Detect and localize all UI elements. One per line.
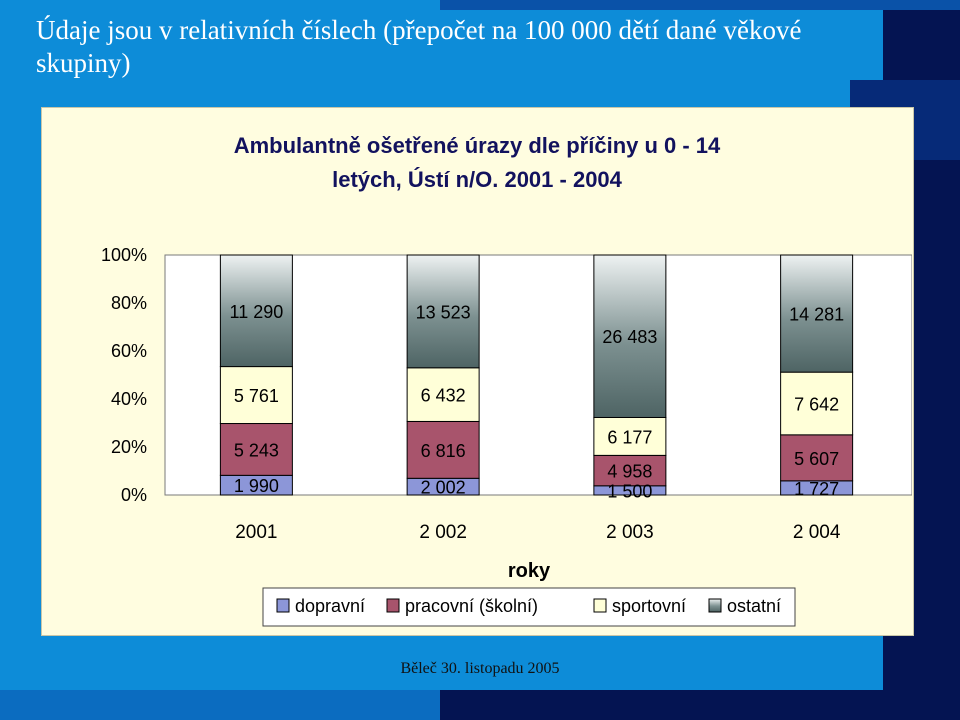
- legend-label-2: pracovní (školní): [405, 596, 538, 616]
- data-label: 6 177: [607, 427, 652, 447]
- bar-segment-2-3: [593, 454, 667, 487]
- y-tick-label: 40%: [111, 389, 147, 409]
- y-tick-label: 60%: [111, 341, 147, 361]
- data-label: 13 523: [416, 302, 471, 322]
- bar-segment-4-1: [219, 254, 293, 368]
- chart-title-line-1: Ambulantně ošetřené úrazy dle příčiny u …: [234, 133, 721, 158]
- bar-segment-4-4: [780, 254, 854, 373]
- chart-title-line-2: letých, Ústí n/O. 2001 - 2004: [332, 167, 623, 192]
- x-tick-label: 2 004: [793, 522, 841, 543]
- background-bottom-strip: [0, 690, 440, 720]
- data-label: 5 607: [794, 449, 839, 469]
- data-label: 5 243: [234, 440, 279, 460]
- data-label: 14 281: [789, 305, 844, 325]
- data-label: 5 761: [234, 386, 279, 406]
- bar-segment-4-2: [406, 254, 480, 369]
- bar-segment-2-1: [219, 423, 293, 476]
- bar-segment-3-4: [780, 371, 854, 436]
- x-tick-label: 2 002: [419, 522, 467, 543]
- legend-swatch-2: [386, 598, 400, 613]
- slide-footer: Běleč 30. listopadu 2005: [0, 660, 960, 678]
- data-label: 1 990: [234, 476, 279, 496]
- data-label: 1 500: [607, 481, 652, 501]
- background-top-bar: [440, 0, 960, 10]
- bar-segment-4-3: [593, 254, 667, 418]
- legend-swatch-1: [276, 598, 290, 613]
- data-label: 2 002: [421, 478, 466, 498]
- data-label: 4 958: [607, 462, 652, 482]
- legend-box: [262, 587, 796, 627]
- bar-segment-2-2: [406, 420, 480, 479]
- legend-label-4: ostatní: [727, 596, 781, 616]
- x-tick-label: 2001: [235, 522, 277, 543]
- stacked-bar-chart: Ambulantně ošetřené úrazy dle příčiny u …: [101, 133, 912, 627]
- x-tick-label: 2 003: [606, 522, 654, 543]
- background-bottom-dark: [440, 690, 960, 720]
- legend-label-3: sportovní: [612, 596, 686, 616]
- y-tick-label: 80%: [111, 293, 147, 313]
- data-label: 11 290: [230, 302, 284, 322]
- y-tick-label: 0%: [121, 485, 147, 505]
- legend-swatch-3: [593, 598, 607, 613]
- data-label: 6 816: [421, 441, 466, 461]
- data-label: 6 432: [421, 386, 466, 406]
- slide-title: Údaje jsou v relativních číslech (přepoč…: [36, 15, 802, 78]
- legend-label-1: dopravní: [295, 596, 365, 616]
- legend: dopravní pracovní (školní) sportovní ostatn…: [262, 587, 796, 627]
- y-tick-label: 20%: [111, 437, 147, 457]
- x-axis-label: roky: [508, 560, 551, 582]
- bar-segment-3-2: [406, 367, 480, 422]
- bar-segment-3-1: [219, 366, 293, 425]
- data-label: 1 727: [794, 479, 839, 499]
- footer-text: Běleč 30. listopadu 2005: [400, 660, 560, 677]
- legend-swatch-4: [708, 598, 722, 613]
- y-tick-label: 100%: [101, 245, 147, 265]
- data-label: 26 483: [602, 327, 657, 347]
- data-label: 7 642: [794, 394, 839, 414]
- bar-segment-2-4: [780, 434, 854, 482]
